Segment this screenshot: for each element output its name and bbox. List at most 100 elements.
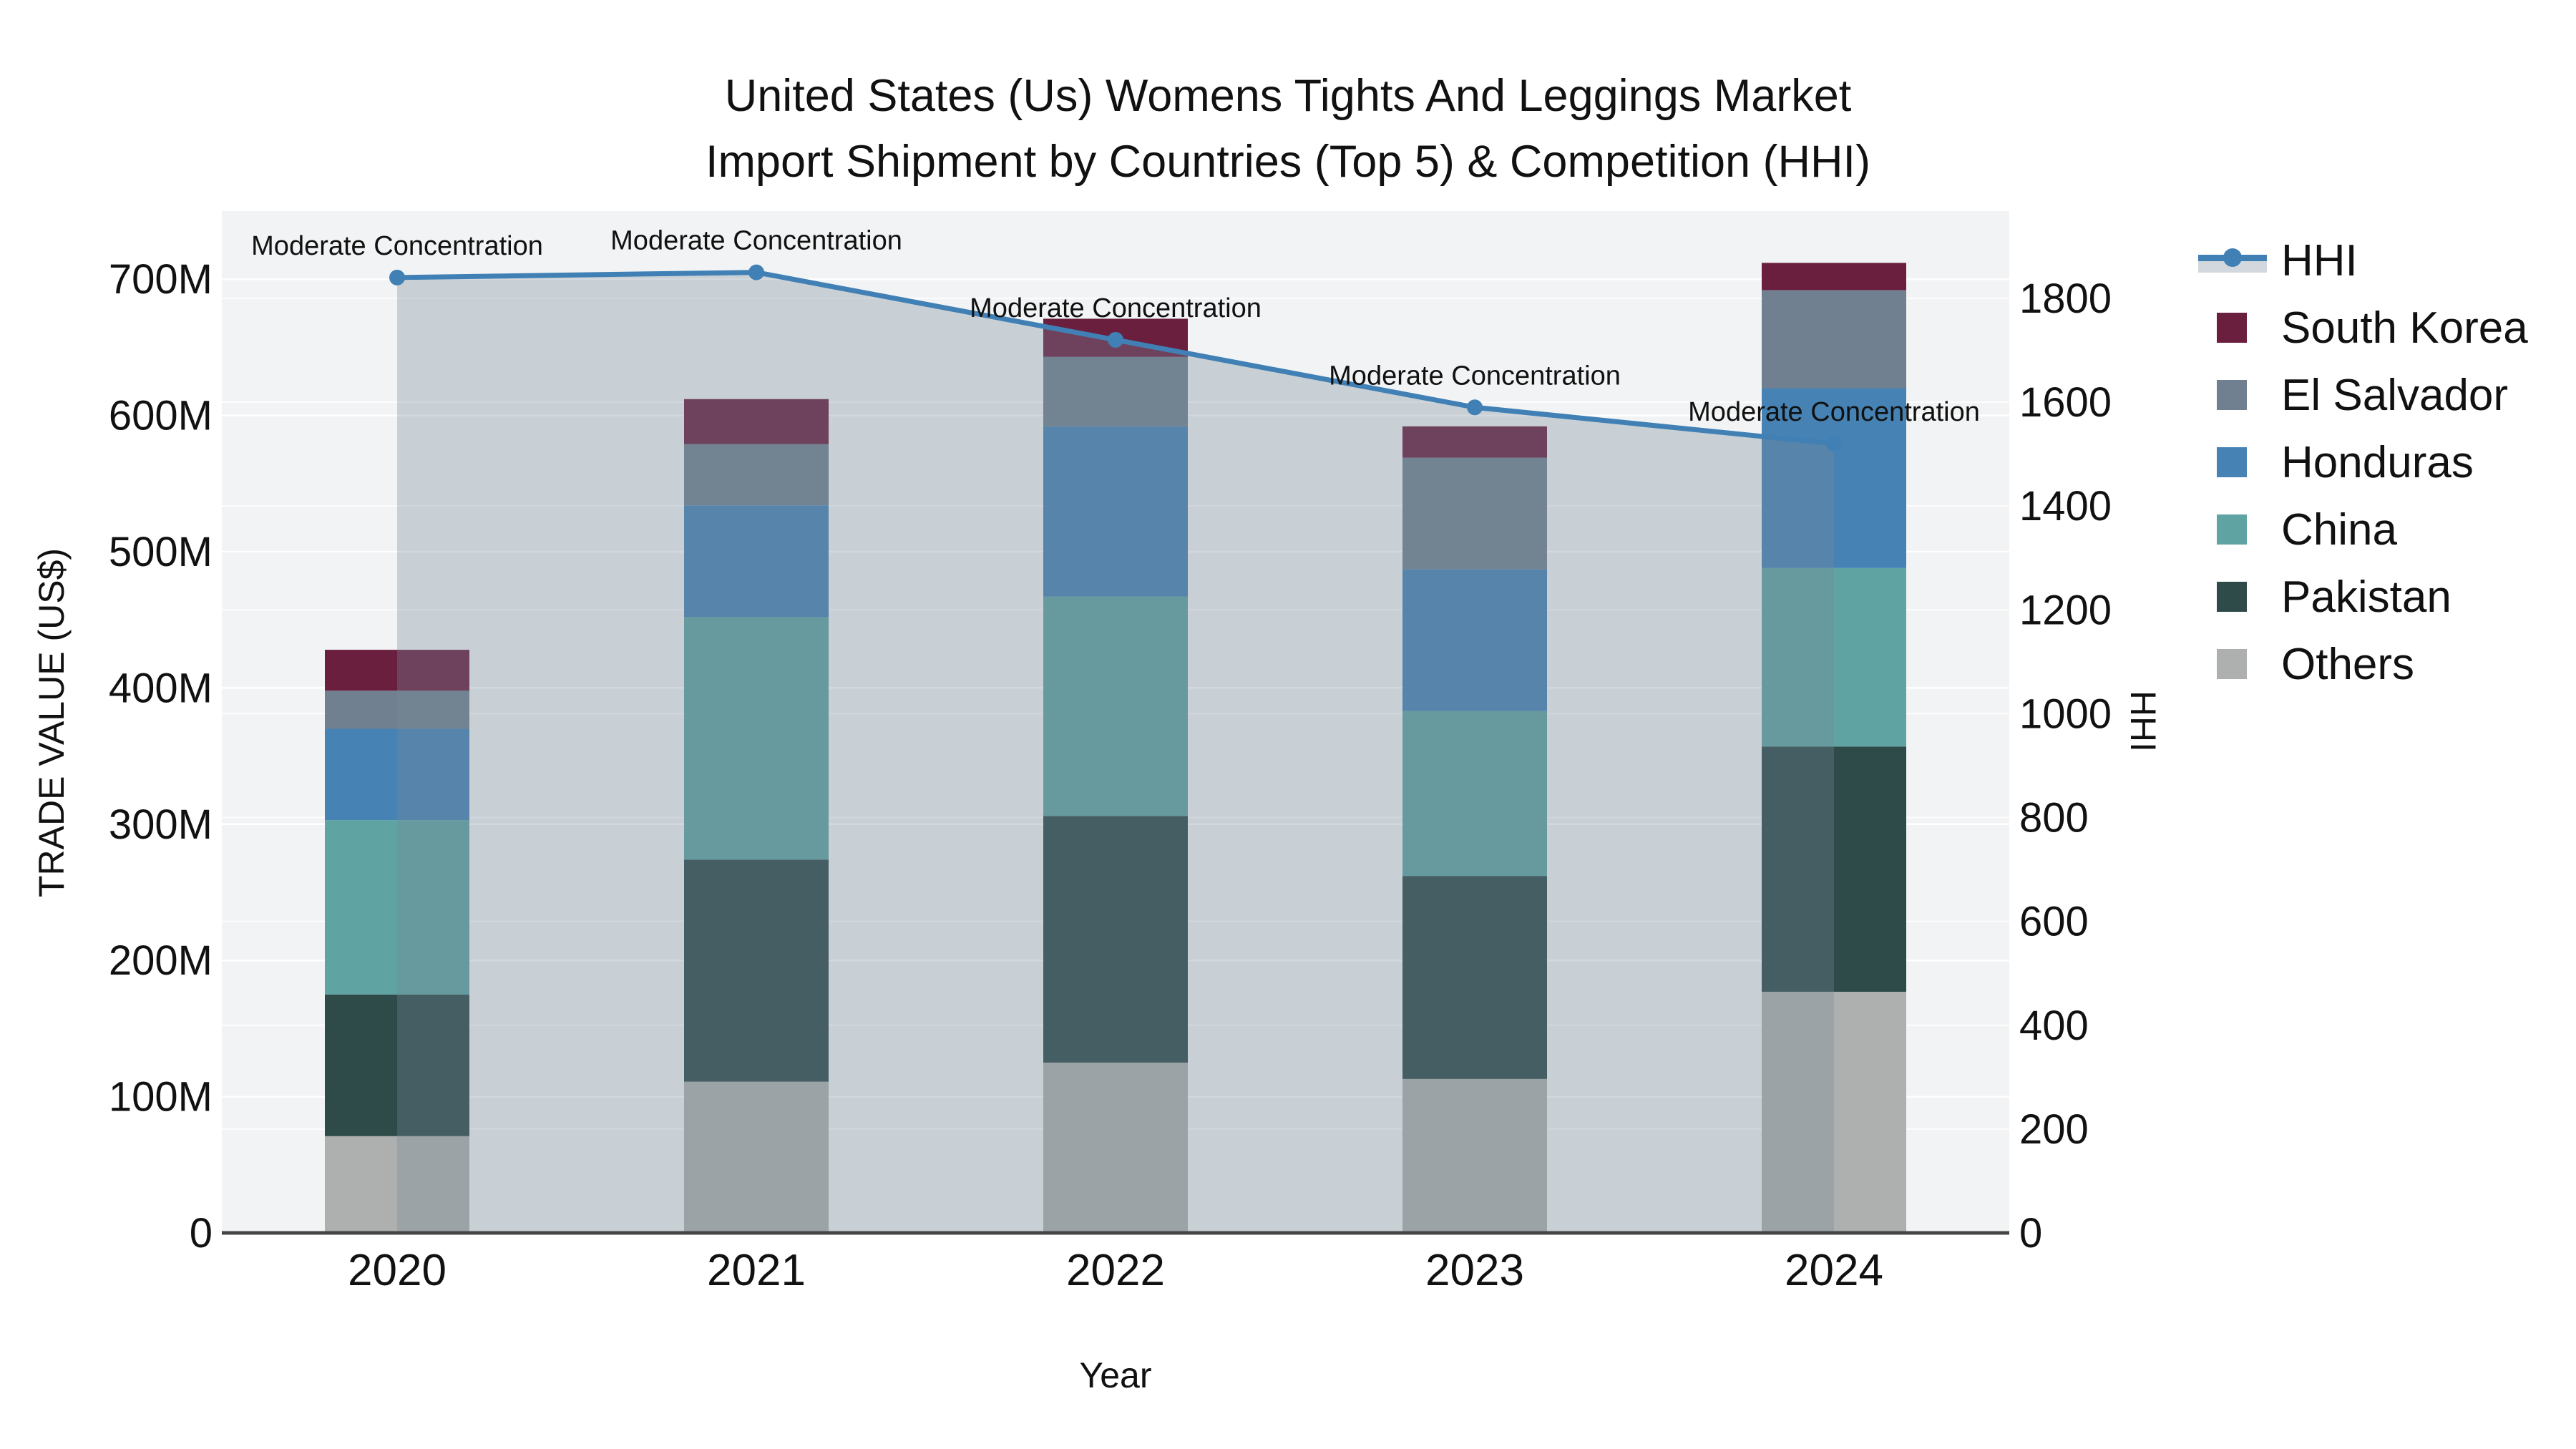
bar-segment-2022-honduras[interactable] (1043, 426, 1188, 597)
y-left-tick-600M: 600M (109, 393, 213, 439)
bar-segment-2024-el-salvador[interactable] (1762, 290, 1906, 389)
x-tick-2020: 2020 (348, 1246, 447, 1295)
legend-item-el-salvador[interactable]: El Salvador (2198, 361, 2528, 429)
bar-segment-2020-honduras[interactable] (325, 728, 469, 821)
y-left-tick-200M: 200M (109, 937, 213, 984)
bar-segment-2023-pakistan[interactable] (1402, 876, 1547, 1079)
legend-swatch-slot (2198, 248, 2278, 273)
bar-segment-2023-china[interactable] (1402, 711, 1547, 877)
legend-label: Pakistan (2281, 572, 2451, 622)
bar-segment-2024-south-korea[interactable] (1762, 263, 1906, 291)
annotation-2022: Moderate Concentration (970, 293, 1262, 323)
hhi-marker-2024[interactable] (1826, 436, 1842, 452)
bar-segment-2020-el-salvador[interactable] (325, 691, 469, 729)
legend-item-south-korea[interactable]: South Korea (2198, 294, 2528, 361)
y-right-tick-1400: 1400 (2019, 483, 2112, 530)
legend-label: South Korea (2281, 303, 2528, 353)
legend-label: China (2281, 504, 2397, 555)
legend-item-china[interactable]: China (2198, 496, 2528, 563)
legend-color-swatch-icon (2217, 313, 2247, 343)
y-right-tick-400: 400 (2019, 1002, 2089, 1049)
y-left-axis-title: TRADE VALUE (US$) (31, 547, 72, 898)
bar-segment-2024-honduras[interactable] (1762, 388, 1906, 568)
legend-color-swatch-icon (2217, 649, 2247, 679)
bar-segment-2022-others[interactable] (1043, 1063, 1188, 1233)
legend-swatch-slot (2198, 582, 2278, 612)
hhi-marker-2022[interactable] (1108, 331, 1123, 348)
x-axis-title: Year (1079, 1355, 1152, 1395)
bar-segment-2020-pakistan[interactable] (325, 994, 469, 1136)
bar-segment-2024-others[interactable] (1762, 991, 1906, 1233)
bar-segment-2022-china[interactable] (1043, 596, 1188, 816)
y-left-tick-100M: 100M (109, 1074, 213, 1121)
y-left-tick-300M: 300M (109, 801, 213, 848)
y-right-axis-title: HHI (2123, 690, 2163, 753)
y-left-tick-700M: 700M (109, 256, 213, 303)
hhi-marker-2023[interactable] (1467, 399, 1483, 416)
bar-segment-2022-el-salvador[interactable] (1043, 356, 1188, 426)
y-left-tick-500M: 500M (109, 529, 213, 575)
y-right-tick-1000: 1000 (2019, 691, 2112, 737)
hhi-area-fill (397, 272, 1834, 1233)
hhi-line-swatch-icon (2198, 248, 2267, 273)
legend-swatch-slot (2198, 447, 2278, 477)
legend-label: HHI (2281, 235, 2358, 286)
hhi-marker-2020[interactable] (389, 269, 405, 286)
annotation-2024: Moderate Concentration (1688, 397, 1980, 427)
legend-swatch-slot (2198, 649, 2278, 679)
chart-title-line2: Import Shipment by Countries (Top 5) & C… (705, 137, 1871, 187)
bar-segment-2021-pakistan[interactable] (684, 859, 829, 1082)
bar-segment-2023-el-salvador[interactable] (1402, 457, 1547, 570)
legend-item-hhi[interactable]: HHI (2198, 227, 2528, 294)
annotation-2020: Moderate Concentration (251, 231, 543, 261)
x-tick-2023: 2023 (1425, 1246, 1524, 1295)
legend-swatch-slot (2198, 380, 2278, 410)
bar-segment-2021-el-salvador[interactable] (684, 444, 829, 506)
y-right-tick-800: 800 (2019, 795, 2089, 841)
x-tick-2024: 2024 (1785, 1246, 1883, 1295)
y-right-tick-1600: 1600 (2019, 379, 2112, 426)
bar-segment-2024-pakistan[interactable] (1762, 746, 1906, 992)
legend-swatch-slot (2198, 313, 2278, 343)
y-right-tick-200: 200 (2019, 1106, 2089, 1153)
bar-segment-2021-south-korea[interactable] (684, 399, 829, 444)
x-tick-2021: 2021 (707, 1246, 806, 1295)
legend-label: Honduras (2281, 437, 2474, 487)
legend-color-swatch-icon (2217, 380, 2247, 410)
bar-segment-2021-honduras[interactable] (684, 505, 829, 618)
bar-segment-2020-others[interactable] (325, 1136, 469, 1233)
legend-color-swatch-icon (2217, 582, 2247, 612)
legend-item-others[interactable]: Others (2198, 630, 2528, 698)
bar-segment-2021-china[interactable] (684, 617, 829, 860)
x-tick-2022: 2022 (1066, 1246, 1165, 1295)
annotation-2021: Moderate Concentration (610, 226, 902, 256)
y-left-tick-0: 0 (190, 1210, 213, 1257)
hhi-marker-2021[interactable] (748, 264, 764, 280)
y-right-tick-1800: 1800 (2019, 275, 2112, 322)
bar-segment-2023-honduras[interactable] (1402, 569, 1547, 711)
legend-item-pakistan[interactable]: Pakistan (2198, 563, 2528, 630)
bar-segment-2020-china[interactable] (325, 820, 469, 995)
bar-segment-2020-south-korea[interactable] (325, 650, 469, 691)
legend-item-honduras[interactable]: Honduras (2198, 429, 2528, 496)
legend: HHI South Korea El Salvador Honduras China Pa… (2198, 227, 2528, 698)
legend-swatch-slot (2198, 514, 2278, 545)
y-right-tick-1200: 1200 (2019, 587, 2112, 633)
y-left-tick-400M: 400M (109, 665, 213, 711)
chart-title-line1: United States (Us) Womens Tights And Leg… (724, 71, 1852, 121)
y-right-tick-600: 600 (2019, 899, 2089, 945)
legend-color-swatch-icon (2217, 514, 2247, 545)
legend-label: Others (2281, 639, 2415, 689)
legend-label: El Salvador (2281, 370, 2509, 420)
y-right-tick-0: 0 (2019, 1210, 2042, 1257)
bar-segment-2022-pakistan[interactable] (1043, 816, 1188, 1063)
bar-segment-2024-china[interactable] (1762, 567, 1906, 747)
chart-title: United States (Us) Womens Tights And Leg… (429, 63, 2147, 195)
bar-segment-2023-others[interactable] (1402, 1078, 1547, 1233)
annotation-2023: Moderate Concentration (1329, 361, 1621, 391)
legend-color-swatch-icon (2217, 447, 2247, 477)
bar-segment-2021-others[interactable] (684, 1081, 829, 1233)
bar-segment-2023-south-korea[interactable] (1402, 426, 1547, 458)
